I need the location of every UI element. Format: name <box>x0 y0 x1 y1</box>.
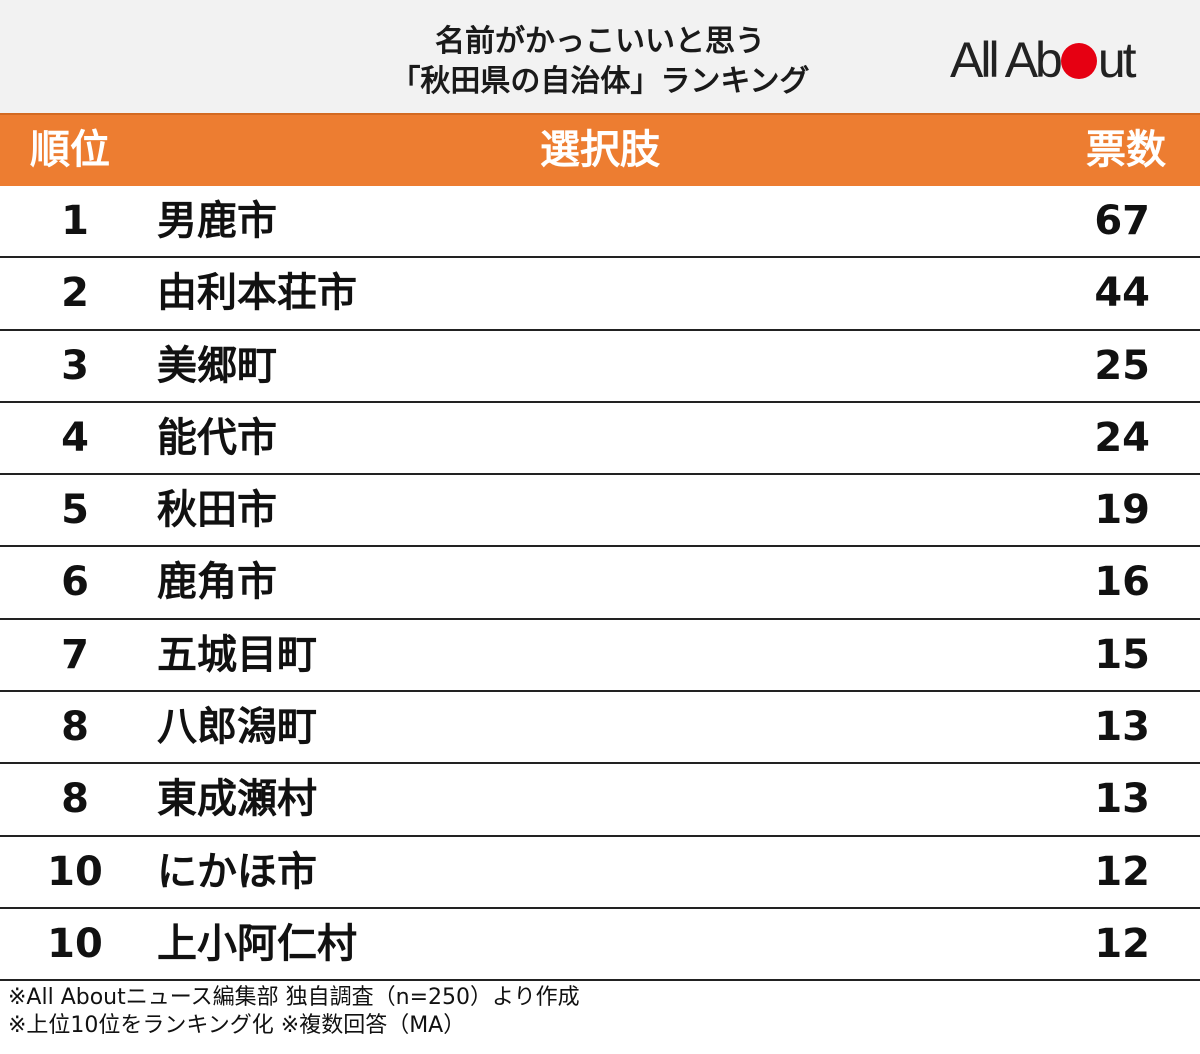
table-row: 8 東成瀬村 13 <box>0 764 1200 837</box>
logo-text-after: ut <box>1097 32 1137 88</box>
table-row: 4 能代市 24 <box>0 403 1200 476</box>
votes-cell: 25 <box>1094 342 1150 389</box>
municipality-name-cell: 五城目町 <box>157 631 317 678</box>
votes-cell: 16 <box>1094 559 1150 606</box>
rank-cell: 3 <box>61 342 89 389</box>
header: 名前がかっこいいと思う 「秋田県の自治体」ランキング All Ab ut <box>0 0 1200 113</box>
table-row: 1 男鹿市 67 <box>0 186 1200 259</box>
table-row: 6 鹿角市 16 <box>0 547 1200 620</box>
votes-cell: 24 <box>1094 414 1150 461</box>
table-row: 2 由利本荘市 44 <box>0 258 1200 331</box>
logo-text-before: All Ab <box>950 32 1063 88</box>
title-line-1: 名前がかっこいいと思う <box>435 24 765 59</box>
table-row: 8 八郎潟町 13 <box>0 692 1200 765</box>
title-line-2: 「秋田県の自治体」ランキング <box>390 64 810 99</box>
rank-cell: 1 <box>61 198 89 244</box>
footnote-1: ※All Aboutニュース編集部 独自調査（n=250）より作成 <box>8 985 580 1010</box>
votes-cell: 15 <box>1094 631 1150 678</box>
municipality-name-cell: 秋田市 <box>157 487 277 534</box>
municipality-name-cell: 上小阿仁村 <box>157 920 357 967</box>
rank-cell: 10 <box>47 848 103 895</box>
rank-cell: 8 <box>61 776 89 823</box>
municipality-name-cell: 鹿角市 <box>157 559 277 606</box>
table-body: 1 男鹿市 67 2 由利本荘市 44 3 美郷町 25 4 能代市 24 5 秋田市 19 6 鹿角市 16 7 五… <box>0 186 1200 982</box>
votes-cell: 13 <box>1094 776 1150 823</box>
rank-cell: 4 <box>61 414 89 461</box>
municipality-name-cell: にかほ市 <box>157 848 317 895</box>
table-row: 10 にかほ市 12 <box>0 837 1200 909</box>
rank-cell: 2 <box>61 270 89 317</box>
column-header-choice: 選択肢 <box>540 127 660 173</box>
rank-cell: 8 <box>61 704 89 751</box>
municipality-name-cell: 東成瀬村 <box>157 776 317 823</box>
rank-cell: 6 <box>61 559 89 606</box>
table-row: 5 秋田市 19 <box>0 475 1200 548</box>
rank-cell: 5 <box>61 487 89 534</box>
votes-cell: 13 <box>1094 704 1150 751</box>
footnotes: ※All Aboutニュース編集部 独自調査（n=250）より作成 ※上位10位… <box>8 984 1188 1040</box>
table-row: 7 五城目町 15 <box>0 620 1200 693</box>
table-row: 10 上小阿仁村 12 <box>0 909 1200 982</box>
rank-cell: 10 <box>47 920 103 967</box>
votes-cell: 44 <box>1094 270 1150 317</box>
logo-dot-icon <box>1060 43 1097 79</box>
municipality-name-cell: 八郎潟町 <box>157 704 317 751</box>
votes-cell: 12 <box>1094 848 1150 895</box>
municipality-name-cell: 能代市 <box>157 414 277 461</box>
footnote-2: ※上位10位をランキング化 ※複数回答（MA） <box>8 1013 466 1038</box>
votes-cell: 19 <box>1094 487 1150 534</box>
municipality-name-cell: 美郷町 <box>157 342 277 389</box>
rank-cell: 7 <box>61 631 89 678</box>
municipality-name-cell: 男鹿市 <box>157 198 277 244</box>
votes-cell: 67 <box>1094 198 1150 244</box>
votes-cell: 12 <box>1094 920 1150 967</box>
municipality-name-cell: 由利本荘市 <box>157 270 357 317</box>
allabout-logo: All Ab ut <box>950 30 1170 90</box>
column-header-votes: 票数 <box>1086 127 1166 173</box>
table-header: 選択肢 順位 票数 <box>0 113 1200 186</box>
table-row: 3 美郷町 25 <box>0 331 1200 403</box>
page-title: 名前がかっこいいと思う 「秋田県の自治体」ランキング <box>260 22 940 102</box>
column-header-rank: 順位 <box>30 127 110 173</box>
